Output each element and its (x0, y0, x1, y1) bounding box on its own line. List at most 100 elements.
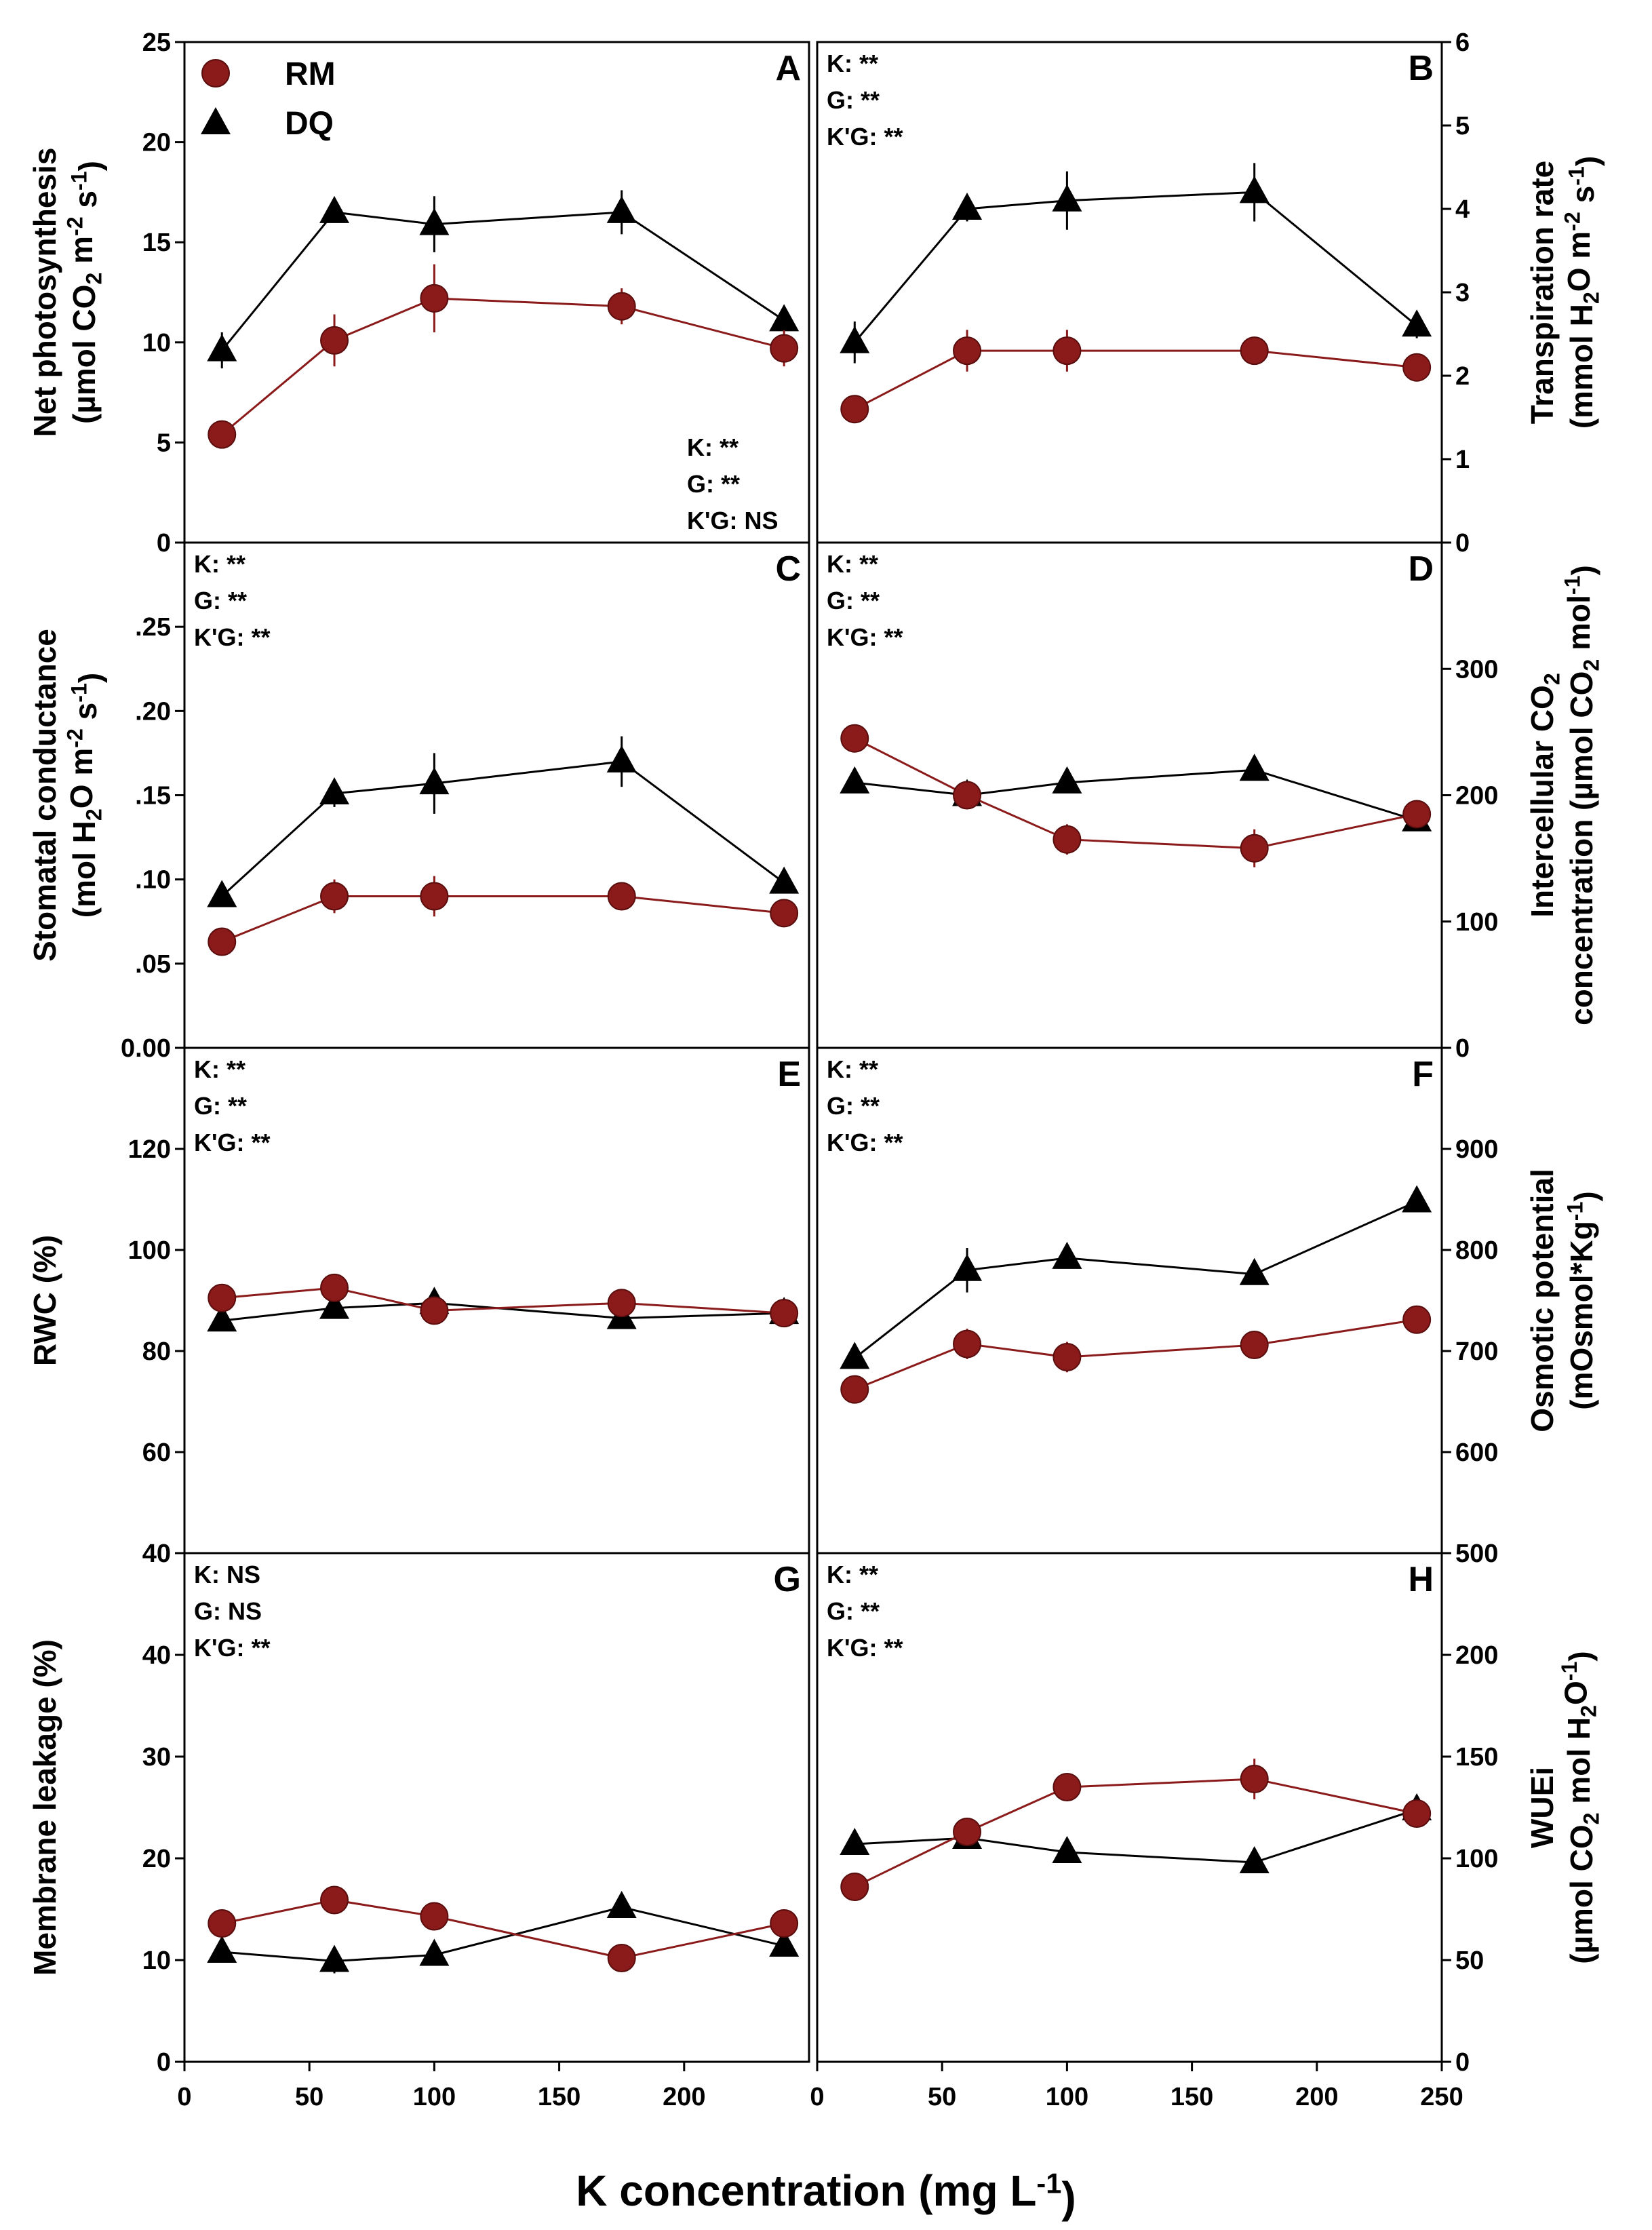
data-point-dq (952, 1253, 983, 1281)
data-point-dq (1052, 1836, 1082, 1863)
y-tick-label: 6 (1455, 28, 1470, 57)
y-tick-label: 0 (157, 2048, 171, 2077)
x-tick-label: 100 (413, 2083, 456, 2111)
panel-frame (183, 541, 810, 1049)
data-point-dq (1239, 1257, 1270, 1285)
y-tick-label: 100 (128, 1236, 171, 1265)
y-tick-label: 20 (142, 129, 171, 157)
panel-b: 0 1 2 3 4 5 6 Transpiration rate(mmol H2O m-2​ … (816, 28, 1605, 558)
panel-e: 40 60 80 100 120 RWC (%) E K: ** G: ** K'G: ** (27, 1046, 810, 1568)
stat-label: K'G: ** (827, 123, 903, 151)
stat-label: G: ** (827, 86, 880, 114)
y-tick-label: 20 (142, 1845, 171, 1873)
y-tick-label: 80 (142, 1337, 171, 1366)
data-point-rm (607, 882, 636, 911)
panel-letter: A (775, 49, 801, 88)
data-point-rm (208, 420, 237, 449)
data-point-dq (1239, 754, 1270, 781)
panel-letter: D (1408, 549, 1434, 589)
panel-a: 0 5 10 15 20 25 Net photosynthesis(µmol CO2​ m… (27, 28, 810, 558)
series-line-dq (854, 191, 1418, 343)
y-tick-label: 300 (1455, 655, 1498, 684)
data-point-dq (207, 1304, 237, 1332)
data-point-rm (320, 326, 349, 355)
y-tick-label: .15 (135, 782, 171, 810)
y-axis-title: (mol H2O m-2​ s-1​) (62, 673, 107, 918)
data-point-rm (420, 1296, 449, 1325)
data-point-dq (319, 777, 350, 805)
data-point-dq (1402, 309, 1432, 337)
legend: RM DQ (201, 56, 336, 142)
panel-letter: H (1408, 1560, 1434, 1599)
series-line-rm (854, 1318, 1417, 1391)
x-tick-label: 150 (538, 2083, 581, 2111)
data-point-dq (840, 1342, 870, 1369)
y-axis-title: (mOsmol*Kg-1​) (1563, 1191, 1604, 1410)
y-tick-label: 100 (1455, 908, 1498, 937)
panel-h: 0 50 100 150 200 WUEi(µmol CO2​ mol H2O-1​) H K… (816, 1552, 1604, 2077)
x-tick-label: 150 (1171, 2083, 1213, 2111)
data-point-dq (606, 195, 637, 223)
stat-label: K'G: ** (194, 1129, 271, 1156)
stat-label: K: NS (194, 1561, 260, 1588)
y-tick-label: 0 (1455, 1034, 1470, 1063)
data-point-rm (953, 336, 982, 366)
stat-label: G: ** (827, 1092, 880, 1120)
x-tick-label: 50 (295, 2083, 323, 2111)
data-point-rm (607, 1944, 636, 1972)
stat-label: K: ** (194, 1055, 245, 1083)
y-axis-title: RWC (%) (27, 1235, 62, 1366)
data-point-rm (320, 882, 349, 911)
data-point-rm (1240, 336, 1269, 366)
data-point-rm (1402, 1305, 1432, 1334)
y-tick-label: 900 (1455, 1135, 1498, 1164)
panel-letter: E (777, 1055, 801, 1094)
y-tick-label: 60 (142, 1439, 171, 1467)
y-axis-title: Net photosynthesis (27, 148, 62, 437)
data-point-dq (1052, 184, 1082, 212)
series-line-dq (854, 1808, 1417, 1864)
data-point-rm (1053, 1773, 1082, 1801)
data-point-dq (840, 1828, 870, 1855)
y-tick-label: 700 (1455, 1337, 1498, 1366)
data-point-dq (419, 767, 450, 795)
series-line-dq (221, 760, 785, 897)
stat-label: K'G: ** (194, 623, 271, 651)
panel-frame (183, 1552, 810, 2063)
data-point-dq (1402, 1185, 1432, 1213)
stat-label: K'G: ** (827, 623, 903, 651)
panel-f: 500 600 700 800 900 Osmotic potential (mOsmol*… (816, 1046, 1604, 1568)
series-line-dq (854, 1200, 1417, 1359)
data-point-rm (840, 1873, 869, 1901)
panel-letter: B (1408, 49, 1434, 88)
data-point-dq (1239, 1846, 1270, 1873)
y-axis-title: Osmotic potential (1525, 1169, 1560, 1432)
data-point-dq (952, 193, 983, 220)
y-tick-label: 50 (1455, 1947, 1484, 1975)
y-tick-label: .05 (135, 950, 171, 979)
y-axis-title: (µmol CO2​ mol H2O-1​) (1557, 1651, 1603, 1964)
y-tick-label: 10 (142, 1947, 171, 1975)
data-point-rm (1053, 336, 1082, 366)
y-tick-label: 200 (1455, 1641, 1498, 1670)
legend-label-dq: DQ (285, 106, 334, 142)
data-point-dq (840, 766, 870, 794)
data-point-rm (607, 1289, 636, 1318)
data-point-dq (207, 880, 237, 907)
data-point-rm (1240, 1765, 1269, 1793)
x-axis-layer: 0 50 100 150 200 0 50 100 150 200 250 (177, 2062, 1463, 2111)
y-tick-label: .20 (135, 697, 171, 726)
panel-frame (183, 1046, 810, 1554)
y-axis-title: Stomatal conductance (27, 629, 62, 962)
y-tick-label: 4 (1455, 195, 1470, 224)
data-point-rm (320, 1885, 349, 1915)
data-point-rm (208, 927, 237, 956)
data-point-rm (770, 1909, 799, 1938)
data-point-rm (420, 882, 449, 911)
stat-label: K: ** (687, 433, 739, 461)
data-point-dq (419, 1938, 450, 1966)
data-point-rm (208, 1909, 237, 1938)
y-tick-label: 100 (1455, 1845, 1498, 1873)
data-point-dq (207, 334, 237, 361)
data-point-rm (840, 724, 869, 753)
